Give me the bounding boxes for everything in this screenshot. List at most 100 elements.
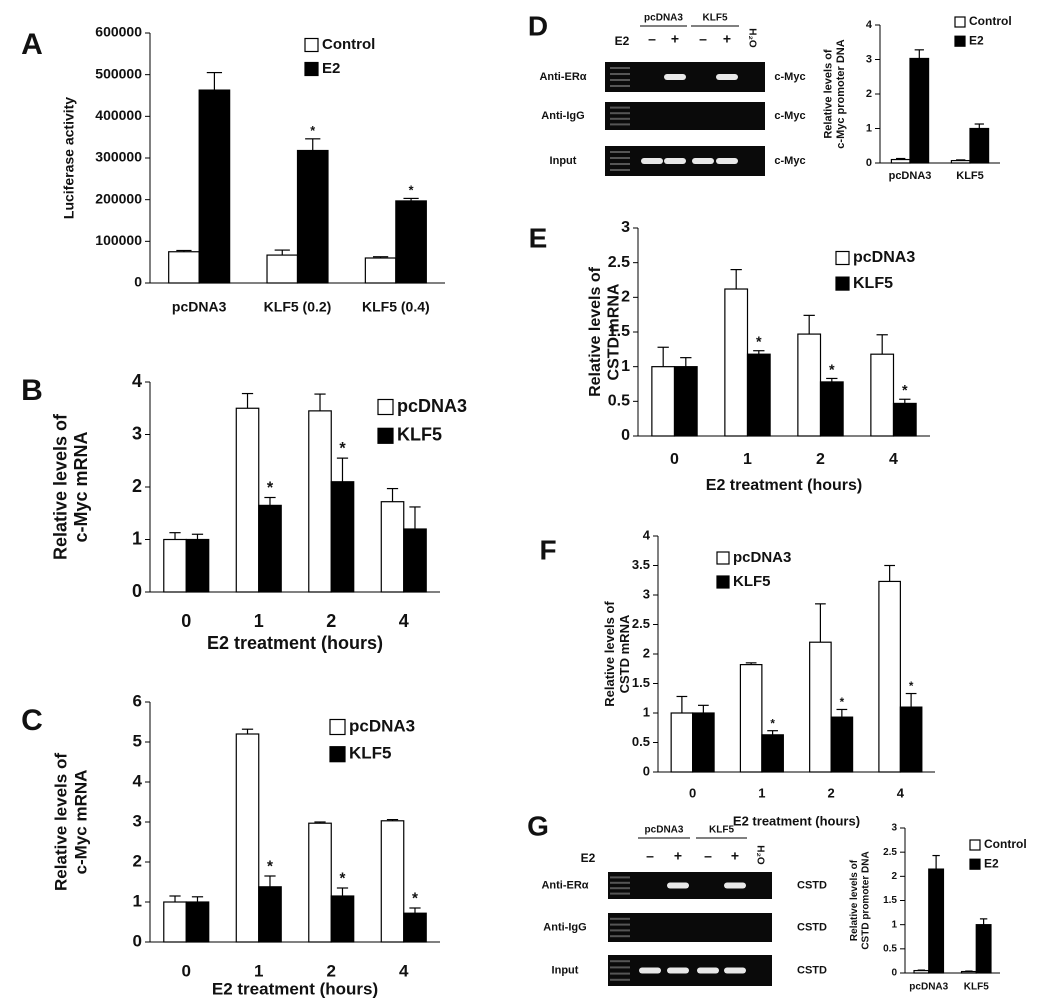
error-bar: [836, 708, 848, 718]
legend-label: KLF5: [349, 744, 392, 763]
bar: [692, 712, 715, 773]
significance-mark: *: [339, 439, 346, 457]
y-tick-label: 2: [866, 88, 872, 100]
bar: [670, 712, 694, 773]
y-tick-label: 2: [133, 851, 142, 870]
error-bar: [305, 138, 321, 151]
y-axis-label: c-Myc mRNA: [71, 431, 91, 542]
significance-mark: *: [829, 362, 835, 378]
y-tick-label: 5: [133, 731, 142, 750]
gel-sign: +: [731, 848, 739, 864]
error-bar: [884, 564, 896, 582]
error-bar: [932, 854, 940, 870]
x-tick-label: KLF5: [964, 982, 989, 993]
gel-image: [608, 955, 772, 986]
x-tick-label: KLF5 (0.4): [362, 299, 430, 315]
bar: [308, 410, 332, 593]
ladder-band: [610, 106, 630, 109]
error-bar: [974, 123, 984, 129]
ladder-band: [610, 123, 630, 126]
legend-swatch: [304, 37, 319, 53]
y-axis-label: Relative levels of: [602, 601, 617, 707]
x-tick-label: 2: [828, 785, 835, 800]
bar: [899, 706, 923, 773]
bar: [364, 257, 397, 284]
error-bar: [803, 314, 815, 335]
y-tick-label: 300000: [95, 149, 142, 165]
ladder-band: [610, 917, 630, 920]
bar: [761, 734, 784, 773]
error-bar: [386, 818, 399, 821]
gel-row-label: Anti-IgG: [541, 110, 584, 122]
bar: [163, 901, 187, 943]
ladder-band: [610, 960, 630, 963]
y-tick-label: 1: [643, 704, 650, 719]
gel-image: [608, 872, 772, 899]
gel-sign: +: [674, 848, 682, 864]
gel-band: [664, 74, 686, 80]
gel-sign: –: [704, 848, 712, 864]
significance-mark: *: [267, 479, 274, 497]
error-bar: [730, 269, 742, 290]
gel-image: [608, 913, 772, 942]
x-axis-label: E2 treatment (hours): [706, 477, 862, 494]
y-tick-label: 1: [891, 919, 897, 930]
x-tick-label: KLF5: [956, 170, 984, 182]
error-bar: [241, 392, 254, 409]
y-tick-label: 6: [133, 691, 142, 710]
y-tick-label: 3.5: [632, 557, 650, 572]
x-tick-label: 0: [182, 961, 191, 980]
bar: [258, 886, 282, 943]
gel-target: c-Myc: [774, 110, 805, 122]
significance-mark: *: [902, 383, 908, 399]
ladder-band: [610, 978, 630, 981]
legend-label: Control: [322, 36, 375, 53]
x-tick-label: 1: [758, 785, 765, 800]
bar: [819, 381, 844, 437]
panel-label: E: [529, 222, 548, 253]
x-axis-label: E2 treatment (hours): [212, 979, 378, 998]
ladder-band: [610, 79, 630, 81]
y-tick-label: 4: [133, 771, 143, 790]
y-tick-label: 1.5: [608, 323, 630, 340]
panel-label: A: [21, 28, 43, 61]
y-axis-label: Luciferase activity: [61, 97, 77, 219]
ladder-band: [610, 972, 630, 975]
y-tick-label: 3: [643, 586, 650, 601]
bar: [651, 366, 676, 437]
gel-target: c-Myc: [774, 71, 805, 83]
legend-label: pcDNA3: [349, 716, 415, 735]
error-bar: [905, 692, 917, 708]
error-bar: [745, 662, 757, 665]
bar: [950, 159, 971, 164]
x-tick-label: 4: [399, 611, 409, 631]
legend-label: KLF5: [733, 573, 771, 590]
legend-swatch: [954, 35, 966, 47]
error-bar: [314, 821, 326, 824]
x-tick-label: KLF5 (0.2): [264, 299, 332, 315]
bar: [403, 912, 427, 943]
significance-mark: *: [770, 717, 775, 730]
y-axis-label: CSTD mRNA: [605, 283, 622, 380]
legend-swatch: [835, 276, 850, 291]
error-bar: [753, 350, 765, 355]
y-tick-label: 0: [621, 427, 630, 444]
y-tick-label: 4: [132, 371, 142, 391]
ladder-band: [610, 157, 630, 159]
significance-mark: *: [267, 859, 273, 876]
ladder-band: [610, 151, 630, 153]
y-tick-label: 0: [133, 931, 142, 950]
y-axis-label: Relative levels of: [50, 413, 70, 560]
bar: [673, 366, 698, 437]
ladder-band: [610, 169, 630, 171]
gel-sign: –: [646, 848, 654, 864]
gel-band: [716, 158, 738, 164]
bar: [797, 333, 822, 437]
error-bar: [914, 49, 924, 59]
error-bar: [372, 256, 389, 258]
legend-label: pcDNA3: [733, 549, 791, 566]
bar: [296, 149, 329, 284]
gel-band: [692, 158, 714, 164]
legend-label: E2: [322, 60, 340, 77]
